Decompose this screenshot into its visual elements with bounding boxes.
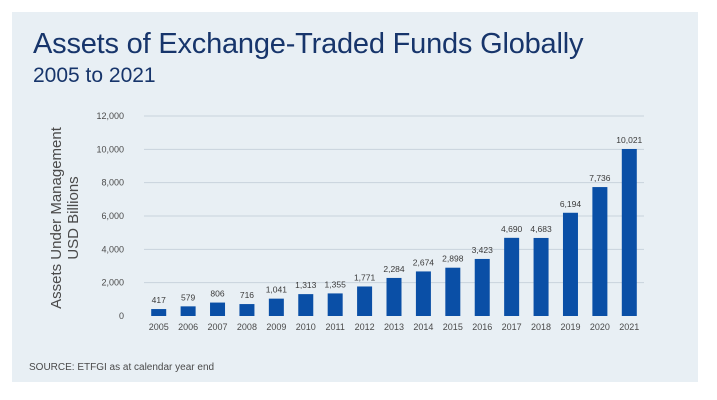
y-tick-label: 6,000: [101, 211, 124, 221]
bar: [357, 286, 373, 316]
slide-panel: Assets of Exchange-Traded Funds Globally…: [12, 12, 698, 382]
x-tick-label: 2017: [502, 322, 522, 332]
data-label: 2,284: [383, 264, 405, 274]
x-tick-label: 2012: [355, 322, 375, 332]
x-axis-ticks: 2005 2006 2007 2008 2009 2010 2011 2012 2013 2014…: [149, 322, 640, 332]
x-tick-label: 2021: [619, 322, 639, 332]
x-tick-label: 2005: [149, 322, 169, 332]
bars: [151, 148, 637, 316]
y-tick-label: 10,000: [96, 144, 124, 154]
x-tick-label: 2015: [443, 322, 463, 332]
y-axis-ticks: 0 2,000 4,000 6,000 8,000 10,000 12,000: [96, 111, 124, 321]
y-tick-label: 0: [119, 311, 124, 321]
bar: [180, 306, 196, 316]
data-label: 806: [210, 289, 224, 299]
data-label: 1,355: [325, 279, 347, 289]
bar: [621, 148, 637, 316]
y-axis-title-line2: USD Billions: [65, 176, 82, 259]
data-label: 579: [181, 292, 195, 302]
x-tick-label: 2018: [531, 322, 551, 332]
y-tick-label: 2,000: [101, 278, 124, 288]
data-label: 417: [152, 295, 166, 305]
x-tick-label: 2008: [237, 322, 257, 332]
bar: [210, 302, 226, 316]
y-tick-label: 8,000: [101, 178, 124, 188]
data-label: 1,041: [266, 285, 288, 295]
data-label: 1,313: [295, 280, 317, 290]
bar: [327, 293, 343, 316]
x-tick-label: 2009: [266, 322, 286, 332]
y-tick-label: 4,000: [101, 244, 124, 254]
x-tick-label: 2020: [590, 322, 610, 332]
bar: [415, 271, 431, 316]
x-tick-label: 2010: [296, 322, 316, 332]
data-label: 1,771: [354, 272, 376, 282]
x-tick-label: 2014: [413, 322, 433, 332]
x-tick-label: 2007: [208, 322, 228, 332]
bar: [592, 187, 608, 316]
x-tick-label: 2006: [178, 322, 198, 332]
data-label: 6,194: [560, 199, 582, 209]
bar: [445, 267, 461, 316]
x-tick-label: 2019: [560, 322, 580, 332]
x-tick-label: 2013: [384, 322, 404, 332]
data-label: 10,021: [616, 135, 642, 145]
bar: [386, 277, 402, 316]
source-note: SOURCE: ETFGI as at calendar year end: [29, 362, 215, 373]
bar: [562, 212, 578, 316]
bar: [239, 304, 255, 316]
data-label: 3,423: [472, 245, 494, 255]
data-label: 2,674: [413, 257, 435, 267]
data-label: 4,690: [501, 224, 523, 234]
data-labels: 417 579 806 716 1,041 1,313 1,355 1,771 2,284 2,6…: [152, 135, 643, 305]
data-label: 4,683: [530, 224, 552, 234]
bar: [474, 258, 490, 316]
bar: [533, 237, 549, 316]
bar: [151, 309, 167, 316]
data-label: 7,736: [589, 173, 611, 183]
y-axis-title-line1: Assets Under Management: [48, 126, 65, 309]
data-label: 716: [240, 290, 254, 300]
bar: [504, 237, 520, 316]
bar: [268, 298, 284, 316]
bar-chart: 0 2,000 4,000 6,000 8,000 10,000 12,000 417 579…: [48, 111, 644, 332]
chart-title: Assets of Exchange-Traded Funds Globally: [33, 28, 584, 60]
y-tick-label: 12,000: [96, 111, 124, 121]
chart-subtitle: 2005 to 2021: [33, 64, 156, 87]
x-tick-label: 2011: [325, 322, 344, 332]
data-label: 2,898: [442, 254, 464, 264]
x-tick-label: 2016: [472, 322, 492, 332]
bar: [298, 294, 314, 316]
